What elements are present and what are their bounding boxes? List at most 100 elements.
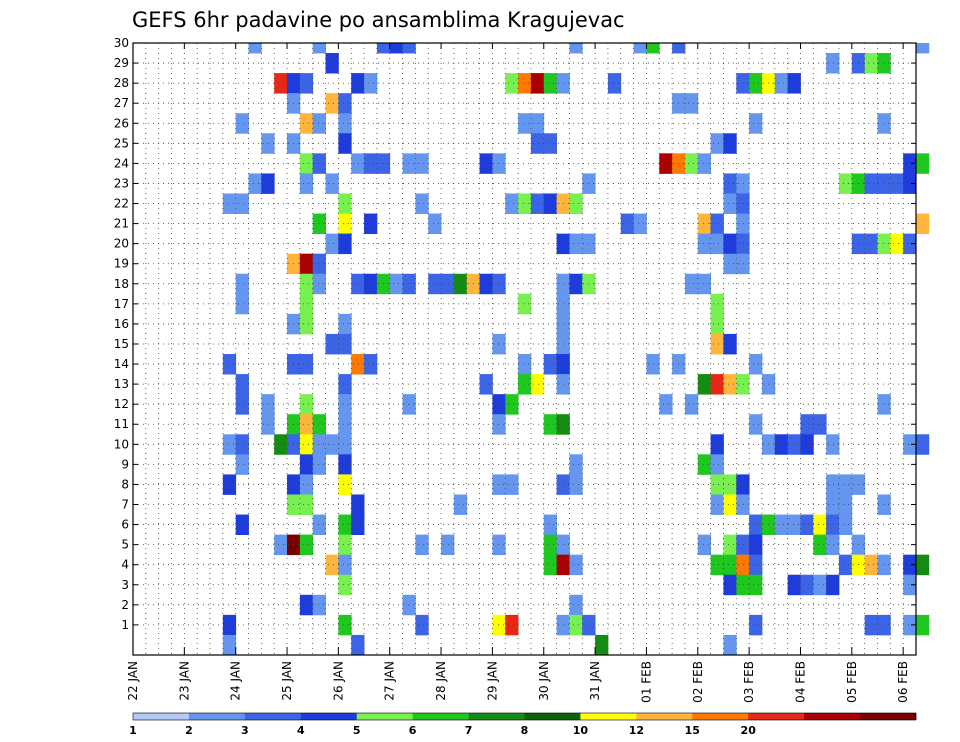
heatmap-cell <box>723 333 737 355</box>
heatmap-cell <box>235 113 249 134</box>
grid-lines <box>133 42 916 655</box>
heatmap-cell <box>684 93 699 114</box>
heatmap-cell <box>543 73 557 94</box>
heatmap-cell <box>877 394 891 415</box>
heatmap-cell <box>903 173 917 194</box>
y-tick-label: 30 <box>114 36 129 50</box>
heatmap-cell <box>402 153 416 174</box>
y-tick-label: 20 <box>114 237 129 251</box>
x-tick-label: 30 JAN <box>537 661 551 701</box>
heatmap-cell <box>710 554 724 576</box>
heatmap-cell <box>787 514 801 536</box>
heatmap-cell <box>543 514 557 536</box>
heatmap-cell <box>235 193 249 214</box>
heatmap-cell <box>441 534 455 556</box>
heatmap-cell <box>338 133 352 154</box>
colorbar-swatch <box>468 713 525 720</box>
heatmap-cell <box>518 193 532 214</box>
heatmap-cell <box>235 454 249 475</box>
heatmap-cell <box>877 614 891 636</box>
heatmap-cell <box>838 173 853 194</box>
colorbar-label: 7 <box>465 724 473 737</box>
heatmap-cell <box>620 213 635 235</box>
heatmap-cell <box>672 43 686 54</box>
heatmap-cell <box>364 354 378 375</box>
heatmap-cell <box>749 414 763 435</box>
heatmap-cell <box>248 173 262 194</box>
y-tick-label: 14 <box>114 357 129 371</box>
x-tick-label: 23 JAN <box>177 661 191 701</box>
heatmap-cell <box>222 634 237 656</box>
heatmap-cell <box>274 534 288 556</box>
heatmap-cell <box>697 454 712 475</box>
heatmap-cell <box>774 73 789 94</box>
colorbar-label: 10 <box>573 724 589 737</box>
heatmap-cell <box>826 53 840 74</box>
y-tick-label: 6 <box>121 518 129 532</box>
heatmap-cell <box>723 133 737 154</box>
heatmap-cell <box>402 43 416 54</box>
heatmap-cell <box>312 514 326 536</box>
x-tick-label: 29 JAN <box>485 661 499 701</box>
heatmap-cell <box>723 253 737 275</box>
heatmap-cell <box>723 574 737 596</box>
heatmap-cell <box>864 53 878 74</box>
heatmap-cell <box>633 213 647 235</box>
heatmap-cell <box>338 574 352 596</box>
colorbar-swatch <box>300 713 358 720</box>
heatmap-cell <box>248 43 262 54</box>
heatmap-cell <box>235 514 249 536</box>
heatmap-cell <box>274 73 288 94</box>
x-tick-label: 28 JAN <box>434 661 448 701</box>
heatmap-cell <box>800 434 814 455</box>
heatmap-cell <box>402 594 416 616</box>
heatmap-cell <box>723 374 737 395</box>
heatmap-cell <box>338 193 352 214</box>
heatmap-cell <box>723 474 737 495</box>
heatmap-cell <box>235 374 249 395</box>
colorbar-swatch <box>804 713 861 720</box>
colorbar-label: 8 <box>521 724 529 737</box>
y-tick-label: 19 <box>114 257 129 271</box>
heatmap-cell <box>299 293 314 315</box>
heatmap-cell <box>543 554 557 576</box>
y-tick-label: 22 <box>114 197 129 211</box>
heatmap-cell <box>325 93 339 114</box>
heatmap-cell <box>800 574 814 596</box>
heatmap-cell <box>710 434 724 455</box>
heatmap-cell <box>736 233 750 255</box>
y-tick-label: 13 <box>114 377 129 391</box>
y-tick-label: 2 <box>121 598 129 612</box>
heatmap-cell <box>710 454 724 475</box>
heatmap-cell <box>312 43 326 54</box>
heatmap-cell <box>530 113 545 134</box>
heatmap-cell <box>710 374 724 395</box>
heatmap-cell <box>877 233 891 255</box>
heatmap-cell <box>607 73 622 94</box>
heatmap-cell <box>299 394 314 415</box>
heatmap-cell <box>338 93 352 114</box>
heatmap-cell <box>312 213 326 235</box>
heatmap-cell <box>903 574 917 596</box>
heatmap-cell <box>338 454 352 475</box>
heatmap-cell <box>813 414 827 435</box>
y-tick-label: 21 <box>114 217 129 231</box>
heatmap-cell <box>325 554 339 576</box>
heatmap-cell <box>710 474 724 495</box>
y-axis: 1234567891011121314151617181920212223242… <box>114 36 916 632</box>
heatmap-cell <box>697 273 712 295</box>
heatmap-cell <box>569 273 583 295</box>
heatmap-cell <box>325 173 339 194</box>
chart-title: GEFS 6hr padavine po ansamblima Kragujev… <box>132 8 625 32</box>
heatmap-cell <box>569 474 583 495</box>
x-tick-label: 06 FEB <box>896 661 910 703</box>
colorbar-swatch <box>524 713 581 720</box>
heatmap-cell <box>826 514 840 536</box>
heatmap-cell <box>838 514 853 536</box>
heatmap-cell <box>787 434 801 455</box>
heatmap-cell <box>530 133 545 154</box>
colorbar-swatch <box>412 713 469 720</box>
colorbar-swatch <box>356 713 413 720</box>
heatmap-cell <box>633 43 647 54</box>
y-tick-label: 17 <box>114 297 129 311</box>
